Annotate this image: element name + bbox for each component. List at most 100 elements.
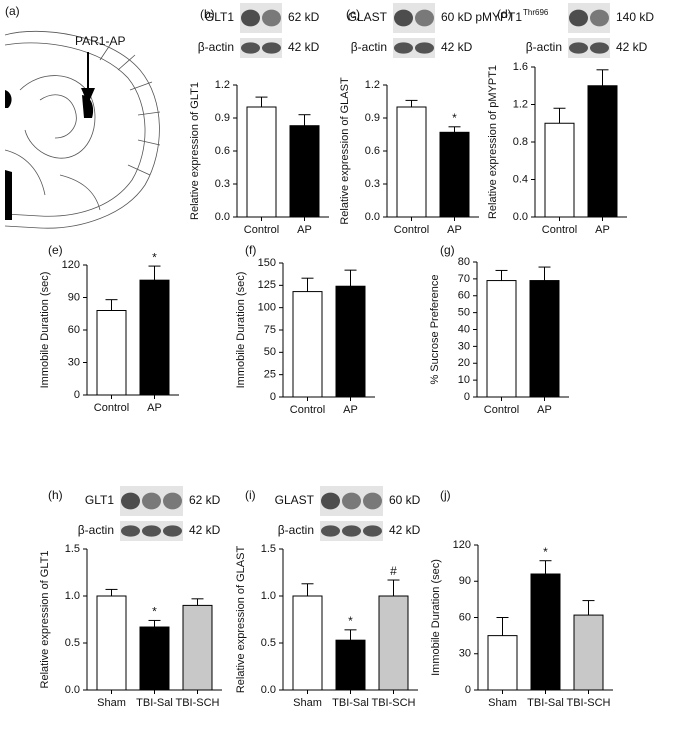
blot-band bbox=[262, 9, 281, 27]
bar bbox=[573, 614, 604, 691]
blot-band bbox=[142, 525, 161, 537]
y-tick-label: 10 bbox=[458, 374, 470, 386]
y-tick-label: 100 bbox=[258, 302, 276, 314]
y-tick-label: 0.3 bbox=[365, 178, 380, 190]
panel-label: (d) bbox=[497, 7, 512, 21]
y-tick-label: 1.2 bbox=[215, 79, 230, 91]
y-tick-label: 0.5 bbox=[261, 637, 276, 649]
y-tick-label: 0.0 bbox=[365, 211, 380, 223]
x-tick-label: TBI-Sal bbox=[332, 697, 369, 709]
bar bbox=[529, 280, 560, 398]
y-tick-label: 0.0 bbox=[65, 684, 80, 696]
bar bbox=[335, 285, 366, 398]
y-axis-label: Relative expression of GLT1 bbox=[189, 82, 201, 220]
panel-label: (i) bbox=[245, 488, 256, 502]
y-tick-label: 0.0 bbox=[215, 211, 230, 223]
y-tick-label: 0.0 bbox=[513, 211, 528, 223]
y-axis-label: Immobile Duration (sec) bbox=[39, 272, 51, 389]
blot-size: 42 kD bbox=[288, 40, 320, 54]
blot-protein: β-actin bbox=[198, 40, 234, 54]
x-tick-label: Sham bbox=[293, 697, 322, 709]
x-tick-label: Control bbox=[542, 224, 577, 236]
y-tick-label: 1.2 bbox=[365, 79, 380, 91]
y-tick-label: 0.9 bbox=[215, 112, 230, 124]
y-tick-label: 20 bbox=[458, 357, 470, 369]
blot-protein: pMYPT1 bbox=[475, 10, 522, 24]
bar bbox=[396, 106, 427, 218]
arrow-head bbox=[81, 88, 95, 104]
blot-protein: GLT1 bbox=[85, 493, 114, 507]
blot-superscript: Thr696 bbox=[523, 8, 549, 17]
blot-size: 42 kD bbox=[389, 523, 421, 537]
y-tick-label: 150 bbox=[258, 257, 276, 269]
blot-protein: GLT1 bbox=[205, 10, 234, 24]
y-axis-label: Relative expression of GLAST bbox=[235, 546, 247, 694]
x-tick-label: Sham bbox=[97, 697, 126, 709]
y-axis-label: Immobile Duration (sec) bbox=[235, 272, 247, 389]
blot-band bbox=[163, 492, 182, 510]
x-tick-label: Control bbox=[244, 224, 279, 236]
blot-band bbox=[262, 42, 281, 54]
y-tick-label: 50 bbox=[458, 307, 470, 319]
blot-band bbox=[163, 525, 182, 537]
blot-band bbox=[241, 42, 260, 54]
panel-label: (e) bbox=[48, 243, 63, 257]
y-tick-label: 70 bbox=[458, 273, 470, 285]
y-tick-label: 120 bbox=[62, 259, 80, 271]
y-axis-label: Relative expression of pMYPT1 bbox=[487, 65, 499, 219]
blot-protein: β-actin bbox=[351, 40, 387, 54]
panel-label: (j) bbox=[440, 488, 451, 502]
blot-band bbox=[241, 9, 260, 27]
bar bbox=[182, 604, 213, 691]
brain-diagram bbox=[4, 30, 161, 229]
x-tick-label: AP bbox=[343, 404, 358, 416]
x-tick-label: Control bbox=[290, 404, 325, 416]
significance-mark: * bbox=[543, 545, 548, 559]
y-tick-label: 30 bbox=[459, 648, 471, 660]
blot-protein: GLAST bbox=[348, 10, 388, 24]
y-tick-label: 30 bbox=[68, 356, 80, 368]
blot-band bbox=[415, 42, 434, 54]
blot-protein: GLAST bbox=[275, 493, 315, 507]
bar bbox=[587, 85, 618, 218]
bar bbox=[544, 122, 575, 218]
blot-band bbox=[342, 492, 361, 510]
y-tick-label: 60 bbox=[459, 611, 471, 623]
significance-mark: # bbox=[390, 564, 397, 578]
x-tick-label: TBI-SCH bbox=[567, 697, 611, 709]
bar bbox=[139, 626, 170, 691]
bar bbox=[292, 291, 323, 398]
x-tick-label: AP bbox=[595, 224, 610, 236]
significance-mark: * bbox=[152, 250, 157, 264]
bar bbox=[246, 106, 277, 218]
y-tick-label: 50 bbox=[264, 346, 276, 358]
blot-band bbox=[363, 525, 382, 537]
panel-label: (g) bbox=[440, 243, 455, 257]
brain-ventricle bbox=[5, 170, 12, 220]
bar bbox=[96, 310, 127, 396]
x-tick-label: TBI-SCH bbox=[176, 697, 220, 709]
blot-band bbox=[321, 525, 340, 537]
y-tick-label: 0.0 bbox=[261, 684, 276, 696]
bar bbox=[335, 639, 366, 691]
y-axis-label: % Sucrose Preference bbox=[429, 274, 441, 384]
x-tick-label: Control bbox=[94, 402, 129, 414]
panel-label: (b) bbox=[200, 7, 215, 21]
x-tick-label: AP bbox=[537, 404, 552, 416]
y-tick-label: 0.5 bbox=[65, 637, 80, 649]
y-tick-label: 25 bbox=[264, 369, 276, 381]
y-tick-label: 60 bbox=[458, 290, 470, 302]
x-tick-label: Sham bbox=[488, 697, 517, 709]
y-axis-label: Immobile Duration (sec) bbox=[430, 559, 442, 676]
y-tick-label: 1.5 bbox=[65, 543, 80, 555]
panel-label: (f) bbox=[245, 243, 256, 257]
x-tick-label: AP bbox=[147, 402, 162, 414]
y-tick-label: 90 bbox=[68, 291, 80, 303]
x-tick-label: Control bbox=[394, 224, 429, 236]
y-tick-label: 0.6 bbox=[365, 145, 380, 157]
blot-band bbox=[394, 42, 413, 54]
bar bbox=[96, 595, 127, 691]
y-axis-label: Relative expression of GLT1 bbox=[39, 551, 51, 689]
bar bbox=[139, 279, 170, 396]
